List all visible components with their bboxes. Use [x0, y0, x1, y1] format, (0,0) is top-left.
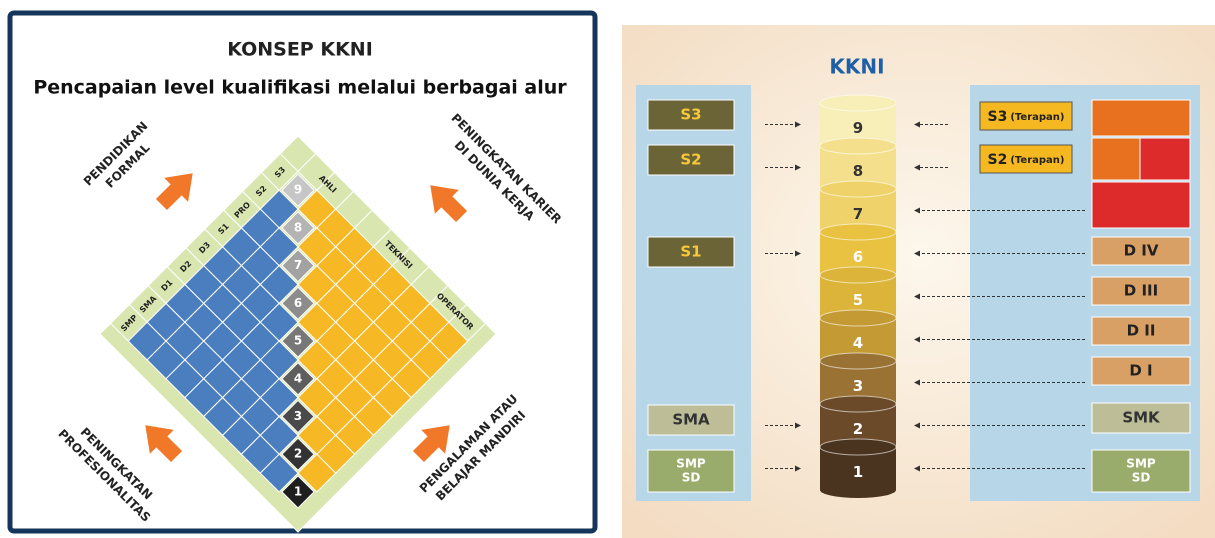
applied-label: S2(Terapan) [988, 152, 1065, 168]
vocational-box-label: SMK [1122, 409, 1161, 427]
cylinder-top [820, 396, 896, 412]
academic-box-label: SMP [676, 457, 706, 471]
level-number: 5 [853, 291, 863, 309]
academic-box-label: SD [682, 471, 701, 485]
level-number: 4 [294, 371, 302, 385]
professional-box [1092, 100, 1190, 136]
level-number: 1 [853, 463, 863, 481]
level-number: 8 [294, 220, 302, 234]
cylinder-top [820, 181, 896, 197]
level-number: 2 [294, 447, 302, 461]
level-number: 8 [853, 162, 863, 180]
professional-block [1092, 138, 1140, 180]
level-number: 7 [853, 205, 863, 223]
cylinder-top [820, 95, 896, 111]
vocational-box-label: D IV [1124, 242, 1159, 260]
level-number: 6 [294, 296, 302, 310]
left-subtitle: Pencapaian level kualifikasi melalui ber… [33, 77, 567, 99]
applied-main: S2 [988, 152, 1008, 168]
level-number: 3 [294, 409, 302, 423]
academic-box-label: S1 [680, 243, 701, 261]
vocational-box-label: D I [1129, 362, 1152, 380]
academic-box-label: SMA [672, 411, 710, 429]
cylinder-top [820, 224, 896, 240]
level-number: 5 [294, 334, 302, 348]
level-number: 3 [853, 377, 863, 395]
academic-box-label: S2 [680, 151, 701, 169]
applied-main: S3 [988, 109, 1008, 125]
cylinder-bottom [820, 482, 896, 498]
level-number: 6 [853, 248, 863, 266]
cylinder-top [820, 310, 896, 326]
academic-box-label: S3 [680, 106, 701, 124]
vocational-box-label: SMP [1126, 457, 1156, 471]
level-number: 1 [294, 484, 302, 498]
vocational-box-label: D III [1124, 282, 1158, 300]
cylinder-top [820, 439, 896, 455]
right-title: KKNI [829, 55, 884, 79]
level-number: 2 [853, 420, 863, 438]
cylinder-top [820, 353, 896, 369]
professional-box [1092, 182, 1190, 228]
cylinder-top [820, 138, 896, 154]
vocational-box-label: SD [1132, 471, 1151, 485]
applied-note: (Terapan) [1010, 155, 1064, 166]
page: KONSEP KKNI Pencapaian level kualifikasi… [0, 0, 1215, 538]
level-number: 9 [294, 183, 302, 197]
level-number: 7 [294, 258, 302, 272]
level-number: 9 [853, 119, 863, 137]
vocational-box-label: D II [1127, 322, 1156, 340]
applied-label: S3(Terapan) [988, 109, 1065, 125]
applied-note: (Terapan) [1010, 112, 1064, 123]
professional-block [1140, 138, 1190, 180]
level-number: 4 [853, 334, 863, 352]
cylinder-top [820, 267, 896, 283]
left-title: KONSEP KKNI [227, 39, 373, 61]
